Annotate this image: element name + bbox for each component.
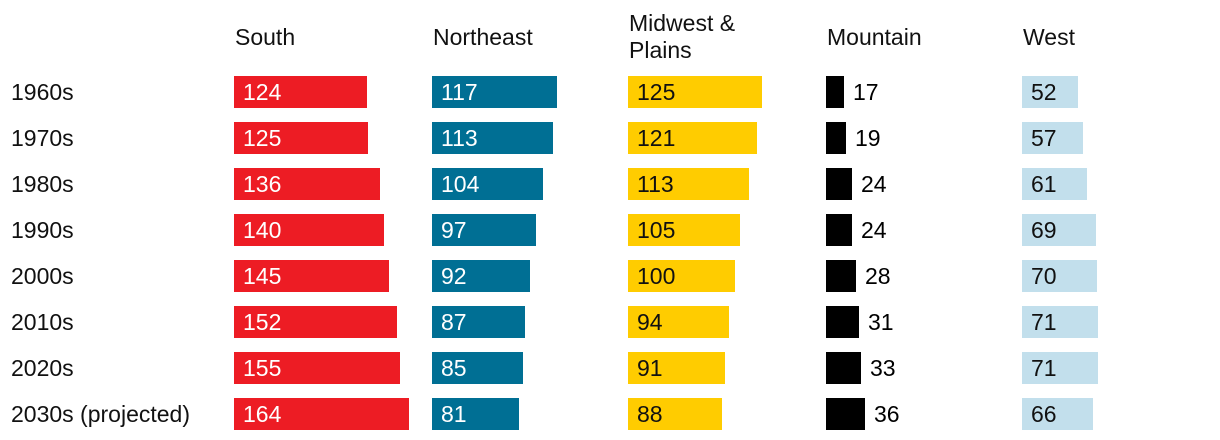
bar-midwest-plains-2020s [628, 352, 725, 384]
bar-mountain-1970s [826, 122, 846, 154]
bar-northeast-1990s [432, 214, 536, 246]
value-label-west-2030s-projected: 66 [1031, 401, 1057, 427]
bar-northeast-2000s [432, 260, 530, 292]
value-label-northeast-1990s: 97 [441, 217, 467, 243]
column-header-mountain: Mountain [827, 24, 922, 50]
value-label-west-2020s: 71 [1031, 355, 1057, 381]
bar-mountain-1990s [826, 214, 852, 246]
bar-midwest-plains-2000s [628, 260, 735, 292]
value-label-mountain-2020s: 33 [870, 355, 896, 381]
value-label-midwest-plains-1960s: 125 [637, 79, 675, 105]
value-label-northeast-2020s: 85 [441, 355, 467, 381]
bar-mountain-1960s [826, 76, 844, 108]
value-label-west-1990s: 69 [1031, 217, 1057, 243]
value-label-midwest-plains-2020s: 91 [637, 355, 663, 381]
value-label-midwest-plains-1980s: 113 [637, 171, 674, 197]
value-label-northeast-1960s: 117 [441, 79, 478, 105]
value-label-south-2000s: 145 [243, 263, 281, 289]
column-header-west: West [1023, 24, 1075, 50]
row-label-1980s: 1980s [11, 171, 74, 197]
value-label-midwest-plains-2010s: 94 [637, 309, 663, 335]
value-label-northeast-2000s: 92 [441, 263, 467, 289]
bar-south-2020s [234, 352, 400, 384]
bar-south-2000s [234, 260, 389, 292]
bar-west-2030s-projected [1022, 398, 1093, 430]
bar-west-2000s [1022, 260, 1097, 292]
value-label-west-2010s: 71 [1031, 309, 1057, 335]
value-label-midwest-plains-2030s-projected: 88 [637, 401, 663, 427]
bar-west-1960s [1022, 76, 1078, 108]
row-label-2010s: 2010s [11, 309, 74, 335]
bar-mountain-1980s [826, 168, 852, 200]
value-label-midwest-plains-1990s: 105 [637, 217, 675, 243]
bar-northeast-1960s [432, 76, 557, 108]
value-label-mountain-1990s: 24 [861, 217, 887, 243]
row-label-2030s-projected: 2030s (projected) [11, 401, 190, 427]
value-label-west-1970s: 57 [1031, 125, 1057, 151]
value-label-south-2030s-projected: 164 [243, 401, 282, 427]
value-label-south-1980s: 136 [243, 171, 281, 197]
value-label-mountain-1960s: 17 [853, 79, 879, 105]
bar-midwest-plains-2010s [628, 306, 729, 338]
value-label-northeast-1970s: 113 [441, 125, 478, 151]
row-label-2000s: 2000s [11, 263, 74, 289]
value-label-south-1970s: 125 [243, 125, 281, 151]
bar-south-2010s [234, 306, 397, 338]
value-label-south-2010s: 152 [243, 309, 281, 335]
value-label-mountain-2010s: 31 [868, 309, 894, 335]
bar-northeast-2010s [432, 306, 525, 338]
value-label-west-1980s: 61 [1031, 171, 1057, 197]
bar-mountain-2000s [826, 260, 856, 292]
column-header-northeast: Northeast [433, 24, 533, 50]
bar-west-1980s [1022, 168, 1087, 200]
bar-south-2030s-projected [234, 398, 409, 430]
bar-midwest-plains-1960s [628, 76, 762, 108]
value-label-south-2020s: 155 [243, 355, 281, 381]
bar-northeast-1970s [432, 122, 553, 154]
value-label-northeast-1980s: 104 [441, 171, 480, 197]
bar-south-1990s [234, 214, 384, 246]
column-header-midwest-plains: Midwest & Plains [629, 10, 736, 63]
value-label-west-2000s: 70 [1031, 263, 1057, 289]
row-label-1960s: 1960s [11, 79, 74, 105]
row-label-1990s: 1990s [11, 217, 74, 243]
bar-mountain-2010s [826, 306, 859, 338]
bar-south-1970s [234, 122, 368, 154]
value-label-mountain-1980s: 24 [861, 171, 887, 197]
row-label-1970s: 1970s [11, 125, 74, 151]
bar-mountain-2030s-projected [826, 398, 865, 430]
bar-northeast-2030s-projected [432, 398, 519, 430]
bar-mountain-2020s [826, 352, 861, 384]
value-label-midwest-plains-2000s: 100 [637, 263, 675, 289]
value-label-midwest-plains-1970s: 121 [637, 125, 675, 151]
bar-south-1960s [234, 76, 367, 108]
value-label-northeast-2010s: 87 [441, 309, 467, 335]
bar-west-2010s [1022, 306, 1098, 338]
bar-midwest-plains-1970s [628, 122, 757, 154]
bar-northeast-1980s [432, 168, 543, 200]
value-label-south-1960s: 124 [243, 79, 282, 105]
value-label-mountain-2030s-projected: 36 [874, 401, 900, 427]
row-label-2020s: 2020s [11, 355, 74, 381]
bar-west-2020s [1022, 352, 1098, 384]
bar-midwest-plains-1990s [628, 214, 740, 246]
value-label-northeast-2030s-projected: 81 [441, 401, 467, 427]
value-label-south-1990s: 140 [243, 217, 281, 243]
value-label-mountain-2000s: 28 [865, 263, 891, 289]
bar-west-1970s [1022, 122, 1083, 154]
bar-west-1990s [1022, 214, 1096, 246]
bar-midwest-plains-1980s [628, 168, 749, 200]
bar-midwest-plains-2030s-projected [628, 398, 722, 430]
value-label-west-1960s: 52 [1031, 79, 1057, 105]
bar-northeast-2020s [432, 352, 523, 384]
value-label-mountain-1970s: 19 [855, 125, 881, 151]
column-header-south: South [235, 24, 296, 50]
bar-south-1980s [234, 168, 380, 200]
